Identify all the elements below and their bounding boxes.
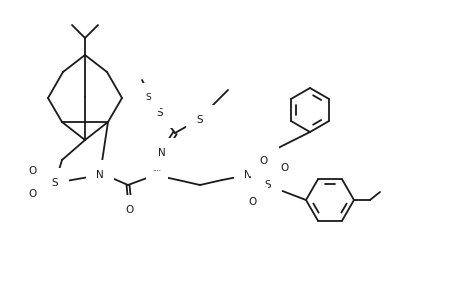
Text: O: O xyxy=(248,197,257,207)
Text: O: O xyxy=(280,163,289,173)
Text: N: N xyxy=(244,170,252,180)
Text: S: S xyxy=(145,92,151,101)
Text: O: O xyxy=(29,166,37,176)
Text: S: S xyxy=(51,178,58,188)
Text: N: N xyxy=(96,170,104,180)
Text: O: O xyxy=(259,156,268,166)
Text: S: S xyxy=(264,180,271,190)
Text: N: N xyxy=(158,148,166,158)
Text: O: O xyxy=(29,189,37,199)
Text: S: S xyxy=(196,115,203,125)
Text: O: O xyxy=(126,205,134,215)
Text: ····: ···· xyxy=(152,168,161,174)
Text: S: S xyxy=(157,108,163,118)
